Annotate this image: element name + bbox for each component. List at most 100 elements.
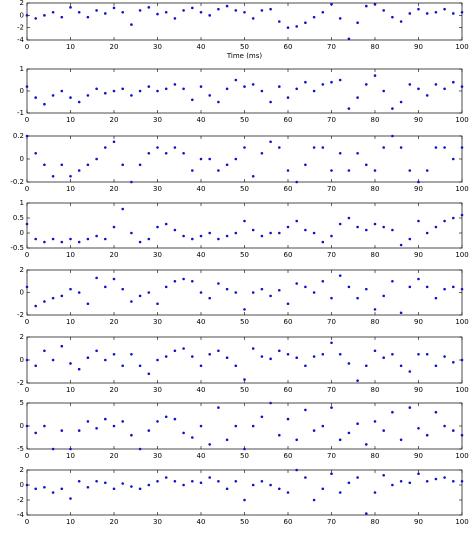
data-point	[182, 9, 185, 12]
data-point	[434, 10, 438, 14]
x-tick-label: 40	[197, 386, 206, 394]
data-point	[382, 356, 386, 360]
x-tick-label: 20	[110, 251, 119, 259]
data-point	[260, 9, 264, 12]
data-point	[182, 234, 185, 238]
x-tick-label: 70	[327, 116, 336, 124]
x-tick-label: 10	[66, 185, 75, 193]
data-point	[260, 234, 264, 238]
data-point	[95, 234, 98, 238]
y-tick-label: 0	[20, 289, 24, 297]
y-tick-label: 0	[20, 11, 24, 19]
data-point	[295, 180, 299, 184]
data-point	[121, 287, 124, 291]
data-point	[43, 240, 46, 244]
data-point	[217, 282, 220, 285]
data-point	[382, 9, 386, 12]
data-point	[312, 146, 316, 149]
data-point	[382, 473, 386, 477]
data-point	[391, 107, 394, 110]
x-tick-label: 90	[414, 318, 423, 326]
data-point	[225, 287, 229, 291]
data-point	[251, 174, 255, 178]
data-point	[399, 146, 403, 149]
y-tick-label: 1	[20, 65, 24, 73]
data-point	[95, 157, 98, 161]
x-tick-label: 30	[153, 318, 162, 326]
data-point	[373, 491, 377, 494]
x-tick-label: 50	[240, 251, 249, 259]
x-tick-label: 60	[284, 251, 293, 259]
data-point	[43, 163, 46, 167]
data-point	[208, 352, 211, 356]
data-point	[95, 276, 98, 280]
x-tick-label: 70	[327, 251, 336, 259]
data-point	[269, 483, 272, 487]
data-point	[156, 420, 159, 423]
data-point	[312, 355, 316, 358]
data-point	[199, 481, 203, 485]
data-point	[234, 424, 238, 428]
data-point	[321, 146, 325, 149]
data-point	[330, 80, 333, 84]
x-tick-label: 20	[110, 116, 119, 124]
data-point	[147, 151, 151, 155]
data-point	[260, 89, 264, 93]
data-point	[34, 151, 37, 155]
y-tick-label: 2	[20, 466, 24, 474]
data-point	[356, 96, 359, 99]
data-point	[321, 240, 325, 244]
data-point	[191, 279, 194, 283]
x-tick-label: 90	[414, 386, 423, 394]
data-point	[286, 26, 290, 29]
data-point	[164, 285, 168, 289]
data-point	[295, 87, 299, 91]
data-point	[434, 146, 438, 149]
y-tick-label: 2	[20, 333, 24, 341]
data-point	[69, 447, 72, 451]
data-point	[251, 483, 255, 487]
data-point	[417, 277, 420, 281]
data-point	[182, 151, 185, 155]
data-point	[330, 341, 333, 345]
data-point	[425, 352, 429, 356]
data-point	[217, 237, 220, 241]
data-point	[356, 21, 359, 25]
data-point	[138, 447, 142, 451]
x-tick-label: 80	[371, 518, 380, 526]
data-point	[434, 296, 438, 300]
data-point	[425, 231, 429, 235]
data-point	[356, 476, 359, 479]
data-point	[121, 163, 124, 167]
data-point	[130, 485, 133, 488]
data-point	[34, 431, 37, 435]
data-point	[434, 410, 438, 414]
data-point	[25, 358, 29, 362]
data-point	[304, 163, 307, 167]
data-point	[182, 277, 185, 281]
data-point	[77, 429, 81, 432]
x-tick-label: 30	[153, 518, 162, 526]
data-point	[217, 100, 220, 104]
data-point	[51, 237, 55, 241]
data-point	[278, 146, 281, 149]
data-point	[86, 356, 90, 360]
data-point	[243, 308, 246, 311]
data-point	[156, 89, 159, 93]
data-point	[452, 157, 455, 161]
data-point	[34, 364, 37, 368]
data-point	[130, 94, 133, 97]
data-point	[130, 180, 133, 184]
data-point	[382, 225, 386, 229]
data-point	[34, 304, 37, 308]
data-point	[25, 222, 29, 226]
x-tick-label: 60	[284, 116, 293, 124]
data-point	[365, 163, 368, 167]
x-tick-label: 20	[110, 452, 119, 460]
data-point	[321, 487, 325, 491]
data-point	[60, 429, 64, 432]
data-point	[391, 483, 394, 487]
data-point	[147, 237, 151, 241]
data-point	[104, 358, 107, 362]
data-point	[278, 487, 281, 491]
